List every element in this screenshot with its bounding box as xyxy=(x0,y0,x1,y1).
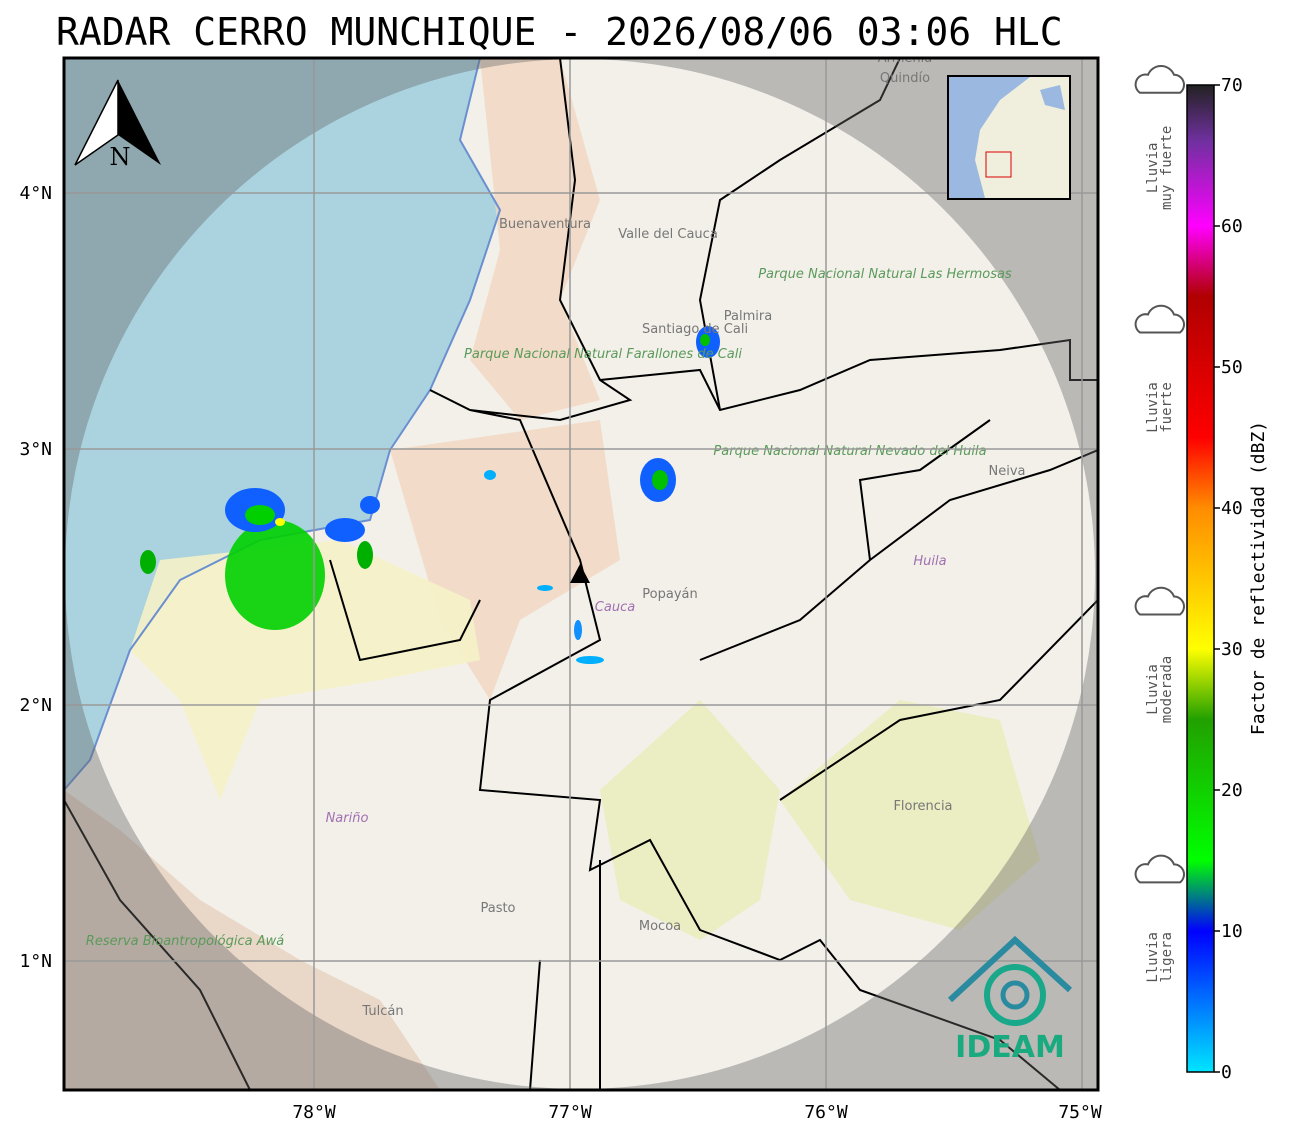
rain-category-label: Lluvialigera xyxy=(1145,932,1175,983)
place-label: Neiva xyxy=(989,464,1026,479)
place-label: Parque Nacional Natural Farallones de Ca… xyxy=(464,347,742,362)
colorbar-ticks: 0 10 20 30 40 50 60 70 xyxy=(1214,75,1243,1083)
region xyxy=(130,540,480,800)
rain-category: Lluviamuy fuerte xyxy=(1134,65,1185,210)
place-label: Quindío xyxy=(880,71,930,86)
inset xyxy=(947,75,1071,200)
rain-categories: Lluviamuy fuerte Lluviafuerte Lluviamodera… xyxy=(1134,65,1185,983)
colorbar-tick-label: 10 xyxy=(1221,921,1243,942)
place-label: Santiago de Cali xyxy=(642,322,748,337)
place-label: Valle del Cauca xyxy=(618,227,718,242)
rain-category: Lluviamoderada xyxy=(1134,586,1185,723)
ocean xyxy=(64,58,500,790)
cloud-icon xyxy=(1134,586,1185,616)
lon-label: 76°W xyxy=(804,1102,848,1123)
coastline xyxy=(64,58,502,791)
colorbar-label: Factor de reflectividad (dBZ) xyxy=(1248,421,1269,735)
place-label: Tulcán xyxy=(361,1004,403,1019)
place-label: Buenaventura xyxy=(499,217,591,232)
boundaries xyxy=(64,58,1098,1090)
rain-category-label: Lluviafuerte xyxy=(1145,382,1175,433)
cloud-icon xyxy=(1134,854,1185,884)
place-label: Huila xyxy=(913,554,946,569)
lat-label: 4°N xyxy=(19,183,52,204)
places: Armenia Quindío Buenaventura Valle del Cauc… xyxy=(86,51,1026,1019)
place-label: Popayán xyxy=(642,587,697,602)
place-label: Armenia xyxy=(878,51,933,66)
place-label: Nariño xyxy=(326,811,369,826)
graticule xyxy=(64,58,1098,1090)
lat-label: 2°N xyxy=(19,695,52,716)
place-label: Cauca xyxy=(595,600,635,615)
logo: IDEAM xyxy=(947,935,1073,1065)
rain-category: Lluvialigera xyxy=(1134,854,1185,983)
radar-site xyxy=(570,564,590,583)
place-label: Parque Nacional Natural Nevado del Huila xyxy=(713,444,986,459)
place-label: Reserva Bioantropológica Awá xyxy=(86,934,284,949)
colorbar-tick-label: 0 xyxy=(1221,1062,1232,1083)
region xyxy=(600,700,780,940)
north-label: N xyxy=(110,143,131,171)
rain-category: Lluviafuerte xyxy=(1134,304,1185,433)
place-label: Florencia xyxy=(893,799,952,814)
lat-label: 1°N xyxy=(19,951,52,972)
lon-label: 77°W xyxy=(548,1102,592,1123)
map: Armenia Quindío Buenaventura Valle del Cauc… xyxy=(64,51,1098,1090)
map-frame xyxy=(62,56,1100,1092)
place-label: Pasto xyxy=(480,901,515,916)
place-label: Palmira xyxy=(724,309,772,324)
colorbar-tick-label: 60 xyxy=(1221,216,1243,237)
colorbar-tick-label: 30 xyxy=(1221,639,1243,660)
colorbar-tick-label: 50 xyxy=(1221,357,1243,378)
rain-category-label: Lluviamuy fuerte xyxy=(1145,126,1175,210)
place-label: Mocoa xyxy=(639,919,681,934)
colorbar xyxy=(1186,84,1215,1073)
lon-label: 75°W xyxy=(1058,1102,1102,1123)
logo-text: IDEAM xyxy=(955,1030,1065,1065)
title: RADAR CERRO MUNCHIQUE - 2026/08/06 03:06… xyxy=(56,10,1063,54)
cloud-icon xyxy=(1134,304,1185,334)
cloud-icon xyxy=(1134,65,1185,94)
north-arrow: N xyxy=(74,79,161,171)
lat-label: 3°N xyxy=(19,439,52,460)
lon-label: 78°W xyxy=(292,1102,336,1123)
colorbar-tick-label: 40 xyxy=(1221,498,1243,519)
region xyxy=(64,790,440,1090)
colorbar-tick-label: 20 xyxy=(1221,780,1243,801)
colorbar-tick-label: 70 xyxy=(1221,75,1243,96)
rain-category-label: Lluviamoderada xyxy=(1145,656,1175,723)
place-label: Parque Nacional Natural Las Hermosas xyxy=(758,267,1012,282)
region xyxy=(470,58,600,420)
radar-echoes xyxy=(140,326,720,664)
